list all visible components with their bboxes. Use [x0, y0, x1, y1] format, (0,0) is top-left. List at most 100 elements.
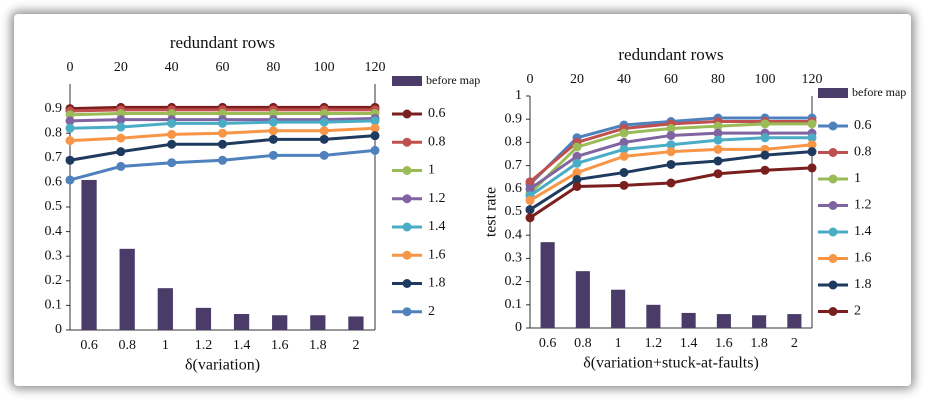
line	[69, 148, 376, 182]
point	[713, 144, 723, 154]
top-x-tick-label: 100	[755, 72, 776, 87]
point	[713, 128, 723, 138]
point	[713, 121, 723, 131]
y-axis-label: test rate	[483, 187, 500, 237]
point	[666, 130, 676, 140]
legend-label: 0.8	[854, 145, 872, 160]
point	[619, 128, 629, 138]
point	[713, 135, 723, 145]
point	[370, 116, 380, 126]
point	[666, 178, 676, 188]
legend-marker	[402, 166, 412, 175]
x-axis-label: δ(variation)	[185, 357, 260, 374]
x-tick-label: 1.6	[271, 338, 289, 353]
y-tick-label: 0.5	[505, 204, 523, 219]
legend-label: 1.8	[854, 277, 872, 292]
y-tick-label: 0.4	[45, 224, 63, 239]
bar	[752, 315, 767, 328]
point	[619, 168, 629, 178]
point	[572, 158, 582, 168]
point	[319, 126, 329, 136]
x-tick-label: 2	[352, 338, 359, 353]
x-tick-label: 0.8	[574, 336, 592, 351]
point	[572, 151, 582, 161]
point	[116, 161, 126, 171]
y-tick-label: 0.6	[45, 175, 63, 190]
bar	[233, 314, 250, 330]
x-tick-label: 0.8	[118, 338, 136, 353]
point	[116, 109, 126, 119]
bar	[716, 314, 731, 328]
top-x-tick-label: 20	[570, 72, 584, 87]
point	[116, 115, 126, 125]
point	[268, 117, 278, 127]
x-axis-label: δ(variation+stuck-at-faults)	[583, 355, 759, 372]
bar	[681, 312, 696, 328]
x-tick-label: 2	[791, 336, 798, 351]
legend-label: 1.4	[854, 224, 872, 239]
legend-marker	[828, 121, 838, 131]
point	[116, 133, 126, 143]
point	[65, 123, 75, 133]
point	[807, 163, 817, 173]
top-x-tick-label: 60	[216, 60, 230, 75]
y-tick-label: 0.4	[505, 227, 523, 242]
point	[319, 109, 329, 119]
x-tick-label: 1.8	[750, 336, 768, 351]
y-tick-label: 0.1	[505, 297, 523, 312]
point	[760, 165, 770, 175]
bar	[272, 315, 288, 330]
bar	[575, 271, 590, 328]
top-x-tick-label: 40	[165, 60, 179, 75]
point	[370, 131, 380, 141]
point	[807, 140, 817, 150]
legend-label: 1.2	[854, 198, 872, 213]
y-tick-label: 0.9	[505, 111, 523, 126]
legend-label: 0.8	[428, 134, 446, 149]
point	[572, 142, 582, 152]
point	[319, 117, 329, 127]
y-tick-label: 0.3	[45, 248, 63, 263]
bar	[611, 289, 626, 328]
point	[218, 109, 227, 119]
y-tick-label: 0.2	[505, 274, 523, 289]
legend-marker	[402, 222, 412, 232]
point	[268, 126, 278, 136]
point	[65, 110, 75, 120]
x-tick-label: 1.2	[195, 338, 213, 353]
legend-marker	[828, 174, 838, 184]
point	[619, 180, 629, 190]
point	[218, 118, 227, 128]
legend-marker	[828, 307, 838, 316]
point	[572, 168, 582, 178]
point	[666, 140, 676, 150]
y-tick-label: 0.7	[505, 158, 523, 173]
y-tick-label: 0.6	[505, 181, 523, 196]
bar	[119, 248, 135, 330]
legend-swatch	[818, 88, 848, 98]
point	[525, 195, 535, 205]
legend-marker	[402, 137, 412, 147]
top-x-tick-label: 120	[802, 72, 823, 87]
legend-marker	[402, 250, 412, 260]
top-x-tick-label: 20	[114, 60, 128, 75]
point	[268, 134, 278, 144]
point	[167, 139, 177, 149]
legend-marker	[402, 307, 412, 317]
point	[666, 123, 676, 133]
top-x-tick-label: 60	[664, 72, 678, 87]
point	[167, 118, 177, 128]
y-tick-label: 0.2	[45, 273, 63, 288]
point	[619, 144, 629, 154]
x-tick-label: 0.6	[80, 338, 98, 353]
legend-marker	[828, 254, 838, 263]
top-x-axis-label: redundant rows	[170, 33, 275, 52]
y-tick-label: 0.5	[45, 199, 63, 214]
y-tick-label: 0.3	[505, 251, 523, 266]
legend-label: 1.4	[428, 219, 446, 234]
point	[760, 133, 770, 143]
point	[116, 147, 126, 157]
point	[370, 145, 380, 155]
legend-label: 1	[428, 163, 435, 178]
